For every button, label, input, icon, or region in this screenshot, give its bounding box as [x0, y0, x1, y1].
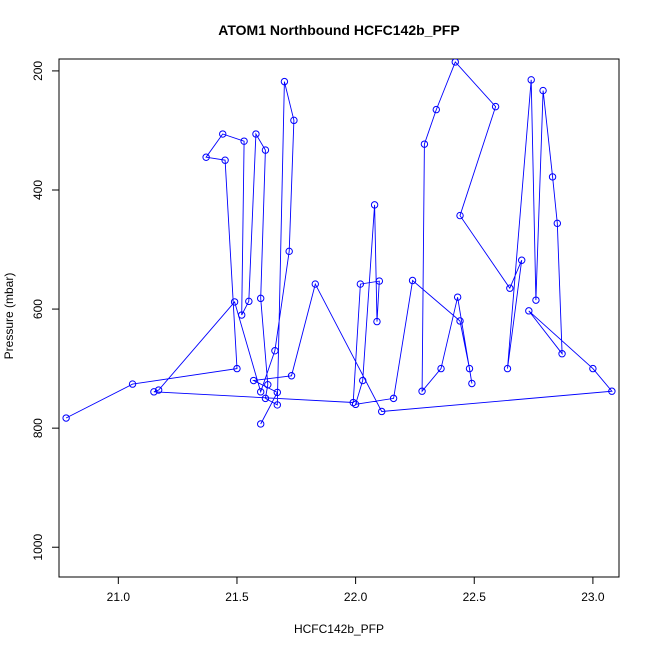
data-point — [356, 280, 365, 288]
y-tick-label: 1000 — [31, 534, 45, 561]
chart-title: ATOM1 Northbound HCFC142b_PFP — [218, 22, 459, 38]
x-tick-label: 22.5 — [463, 590, 487, 604]
data-point — [373, 317, 381, 326]
data-point — [351, 400, 360, 409]
data-point — [221, 156, 229, 164]
plot-area — [62, 59, 616, 428]
y-tick-label: 400 — [31, 180, 45, 200]
x-tick-label: 21.5 — [225, 590, 249, 604]
data-point — [518, 256, 526, 264]
data-point — [503, 364, 512, 373]
data-point — [256, 294, 265, 303]
data-point — [370, 201, 379, 209]
data-point — [62, 414, 70, 422]
data-point — [264, 380, 272, 389]
data-point — [273, 401, 282, 409]
data-point — [465, 364, 474, 373]
data-point — [240, 137, 248, 145]
data-point — [219, 130, 227, 138]
data-point — [453, 293, 462, 301]
data-point — [280, 77, 289, 86]
data-point — [273, 388, 282, 397]
data-point — [311, 280, 319, 288]
data-point — [249, 376, 258, 385]
data-point — [525, 307, 533, 315]
data-point — [349, 398, 357, 407]
data-point — [233, 364, 241, 373]
data-point — [608, 387, 616, 395]
data-point — [245, 297, 253, 306]
data-point — [261, 394, 270, 403]
data-point — [420, 140, 429, 148]
data-point — [506, 284, 514, 292]
data-point — [202, 153, 210, 161]
data-point — [256, 388, 265, 396]
data-point — [418, 387, 426, 395]
data-point — [548, 173, 557, 181]
data-point — [128, 380, 137, 388]
data-point — [491, 102, 500, 111]
data-point — [539, 86, 547, 95]
x-tick-label: 21.0 — [107, 590, 131, 604]
y-axis: 200 400 600 800 1000 — [31, 61, 60, 561]
y-tick-label: 800 — [31, 418, 45, 438]
x-axis: 21.0 21.5 22.0 22.5 23.0 — [107, 576, 605, 604]
x-tick-label: 22.0 — [344, 590, 368, 604]
data-point — [359, 376, 367, 385]
data-point — [389, 394, 398, 403]
x-tick-label: 23.0 — [581, 590, 605, 604]
data-point — [238, 311, 246, 319]
data-point — [230, 298, 239, 306]
y-tick-label: 600 — [31, 299, 45, 319]
y-tick-label: 200 — [31, 61, 45, 81]
x-axis-label: HCFC142b_PFP — [294, 622, 384, 636]
data-point — [456, 317, 464, 325]
data-point — [456, 211, 464, 220]
data-series — [62, 59, 616, 428]
y-axis-label: Pressure (mbar) — [2, 273, 16, 360]
data-point — [432, 105, 440, 114]
data-point — [256, 420, 265, 428]
data-point — [451, 59, 459, 66]
data-point — [252, 130, 260, 138]
series-line — [65, 61, 613, 425]
data-point — [375, 277, 384, 285]
data-point — [287, 372, 296, 380]
data-point — [285, 247, 293, 256]
data-point — [532, 296, 540, 304]
data-point — [553, 219, 562, 228]
data-point — [589, 364, 597, 373]
data-point — [150, 388, 158, 396]
data-point — [408, 276, 417, 285]
data-point — [558, 350, 566, 358]
data-point — [271, 347, 279, 355]
data-point — [527, 76, 535, 84]
data-point — [437, 364, 445, 373]
data-point — [290, 116, 298, 125]
data-point — [468, 379, 476, 388]
data-point — [154, 386, 163, 394]
data-point — [378, 407, 386, 416]
data-point — [261, 146, 270, 154]
